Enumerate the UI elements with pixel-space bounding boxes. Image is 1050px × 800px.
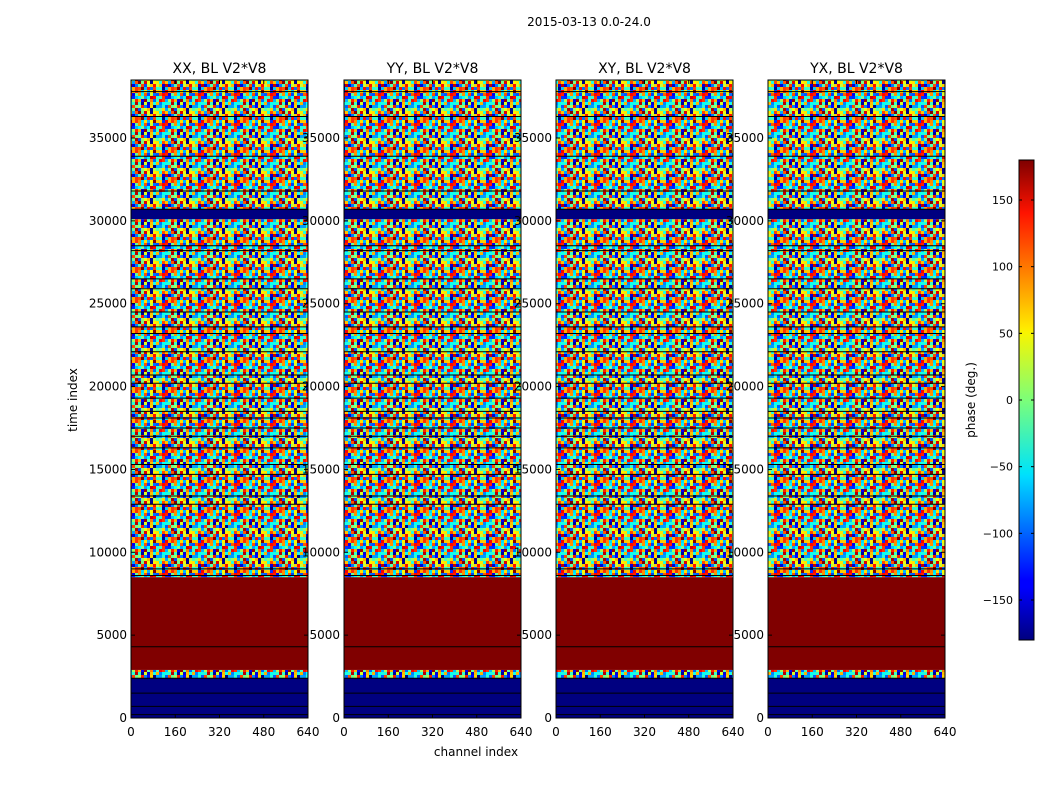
y-tick-label: 15000 <box>89 462 127 476</box>
x-tick-label: 320 <box>633 725 656 739</box>
panel-title: YY, BL V2*V8 <box>386 61 479 77</box>
phase-region <box>131 678 308 718</box>
panel-title: XY, BL V2*V8 <box>598 61 691 77</box>
y-tick-label: 10000 <box>726 545 764 559</box>
x-tick-label: 640 <box>297 725 320 739</box>
phase-region <box>131 80 308 210</box>
panel-title: YX, BL V2*V8 <box>809 61 903 77</box>
x-tick-label: 0 <box>127 725 135 739</box>
x-tick-label: 0 <box>552 725 560 739</box>
colorbar-tick-label: 100 <box>992 261 1013 274</box>
x-tick-label: 0 <box>764 725 772 739</box>
colorbar-tick-label: −50 <box>990 461 1013 474</box>
x-tick-label: 320 <box>845 725 868 739</box>
phase-region <box>556 669 733 679</box>
y-tick-label: 5000 <box>96 628 127 642</box>
phase-region <box>131 209 308 220</box>
x-tick-label: 320 <box>421 725 444 739</box>
x-tick-label: 640 <box>510 725 533 739</box>
y-tick-label: 10000 <box>514 545 552 559</box>
x-tick-label: 160 <box>377 725 400 739</box>
y-tick-label: 5000 <box>309 628 340 642</box>
x-axis-label: channel index <box>434 745 518 759</box>
colorbar-tick-label: −150 <box>983 594 1013 607</box>
phase-region <box>768 577 945 670</box>
x-tick-label: 640 <box>722 725 745 739</box>
y-tick-label: 20000 <box>726 380 764 394</box>
colorbar-tick-label: 0 <box>1006 394 1013 407</box>
colorbar-ticks: −150 −100 −50 0 50 100 150 <box>983 194 1034 607</box>
phase-region <box>556 678 733 718</box>
panel-yx: YX, BL V2*V8 0 160 320 480 640 0 5000 10000 15000… <box>726 61 957 739</box>
y-tick-label: 0 <box>544 711 552 725</box>
y-tick-label: 35000 <box>89 131 127 145</box>
y-tick-label: 15000 <box>514 462 552 476</box>
y-tick-label: 0 <box>332 711 340 725</box>
phase-region <box>344 577 521 670</box>
y-tick-label: 5000 <box>733 628 764 642</box>
y-tick-label: 20000 <box>514 380 552 394</box>
y-tick-label: 15000 <box>302 462 340 476</box>
x-tick-label: 0 <box>340 725 348 739</box>
y-tick-label: 20000 <box>89 380 127 394</box>
panel-yy: YY, BL V2*V8 0 160 320 480 640 0 5000 10000 15000… <box>302 61 533 739</box>
x-tick-label: 640 <box>934 725 957 739</box>
figure-suptitle: 2015-03-13 0.0-24.0 <box>527 15 651 29</box>
colorbar-tick-label: 150 <box>992 194 1013 207</box>
y-tick-label: 15000 <box>726 462 764 476</box>
colorbar-tick-label: −100 <box>983 527 1013 540</box>
phase-region <box>556 209 733 220</box>
y-tick-label: 35000 <box>302 131 340 145</box>
x-tick-label: 480 <box>889 725 912 739</box>
y-tick-label: 25000 <box>514 297 552 311</box>
phase-region <box>131 669 308 679</box>
phase-region <box>344 669 521 679</box>
y-tick-label: 10000 <box>89 545 127 559</box>
phase-region <box>344 80 521 210</box>
y-tick-label: 10000 <box>302 545 340 559</box>
phase-region <box>768 80 945 210</box>
phase-region <box>768 669 945 679</box>
panel-xx: XX, BL V2*V8 0 160 320 480 640 0 5000 10000 15000… <box>89 61 320 739</box>
phase-region <box>344 678 521 718</box>
y-tick-label: 25000 <box>89 297 127 311</box>
phase-region <box>556 80 733 210</box>
y-tick-label: 0 <box>119 711 127 725</box>
x-tick-label: 160 <box>589 725 612 739</box>
colorbar-label: phase (deg.) <box>964 362 978 438</box>
phase-region <box>768 678 945 718</box>
phase-region <box>556 577 733 670</box>
phase-region <box>131 577 308 670</box>
y-tick-label: 30000 <box>302 214 340 228</box>
x-tick-label: 160 <box>164 725 187 739</box>
y-tick-label: 5000 <box>521 628 552 642</box>
colorbar-tick-label: 50 <box>999 327 1013 340</box>
y-tick-label: 0 <box>756 711 764 725</box>
x-tick-label: 480 <box>677 725 700 739</box>
colorbar: −150 −100 −50 0 50 100 150 phase (deg.) <box>964 159 1035 641</box>
panels: XX, BL V2*V8 0 160 320 480 640 0 5000 10000 15000… <box>89 61 957 739</box>
y-tick-label: 30000 <box>89 214 127 228</box>
y-tick-label: 30000 <box>514 214 552 228</box>
y-tick-label: 20000 <box>302 380 340 394</box>
y-tick-label: 35000 <box>726 131 764 145</box>
phase-region <box>768 209 945 220</box>
panel-xy: XY, BL V2*V8 0 160 320 480 640 0 5000 10000 15000… <box>514 61 745 739</box>
x-tick-label: 480 <box>252 725 275 739</box>
y-axis-label: time index <box>66 368 80 432</box>
y-tick-label: 35000 <box>514 131 552 145</box>
x-tick-label: 160 <box>801 725 824 739</box>
y-tick-label: 25000 <box>302 297 340 311</box>
phase-region <box>344 209 521 220</box>
y-tick-label: 30000 <box>726 214 764 228</box>
x-tick-label: 320 <box>208 725 231 739</box>
x-tick-label: 480 <box>465 725 488 739</box>
panel-title: XX, BL V2*V8 <box>173 61 267 77</box>
y-tick-label: 25000 <box>726 297 764 311</box>
